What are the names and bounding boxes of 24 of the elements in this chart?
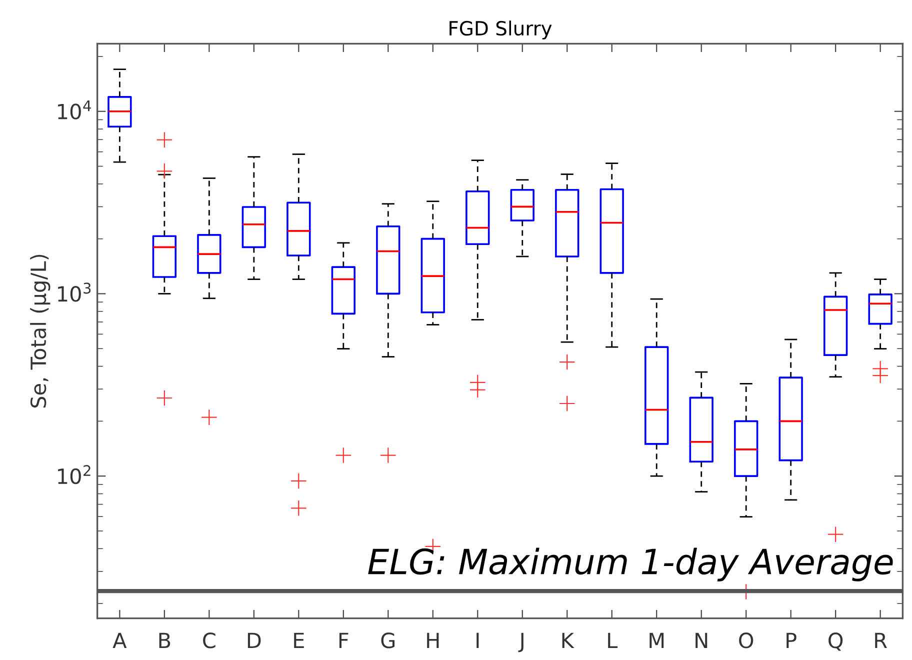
y-axis-title: Se, Total (μg/L) [30,254,50,408]
x-tick-label: N [696,632,708,648]
x-tick-label: O [739,632,754,648]
y-tick-label: 10$^{4}$ [58,100,91,120]
x-tick-label: A [112,632,127,648]
x-tick-label: G [381,632,395,648]
x-tick-label: E [294,632,304,648]
x-tick-label: J [518,632,524,652]
x-tick-label: R [875,632,887,648]
x-tick-label: F [339,632,348,648]
y-tick-label: 10$^{2}$ [58,465,90,484]
y-tick-label: 10$^{3}$ [58,282,91,302]
chart-title: FGD Slurry [450,20,552,40]
x-tick-label: I [476,632,479,648]
x-tick-label: B [159,632,170,648]
x-tick-label: H [427,632,439,648]
x-tick-label: Q [828,632,843,651]
x-tick-label: P [786,632,796,648]
ref-line-label: ELG: Maximum 1-day Average [368,548,893,582]
x-tick-label: L [608,632,618,648]
x-tick-label: K [562,632,574,648]
x-tick-label: M [650,632,664,648]
x-tick-label: C [203,632,216,648]
x-tick-label: D [248,632,261,648]
